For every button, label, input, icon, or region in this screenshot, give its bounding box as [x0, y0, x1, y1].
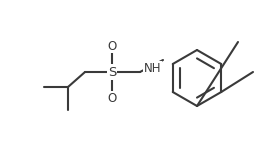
- Text: O: O: [107, 91, 117, 104]
- Text: S: S: [108, 66, 116, 78]
- Text: O: O: [107, 40, 117, 53]
- Text: NH: NH: [144, 62, 161, 75]
